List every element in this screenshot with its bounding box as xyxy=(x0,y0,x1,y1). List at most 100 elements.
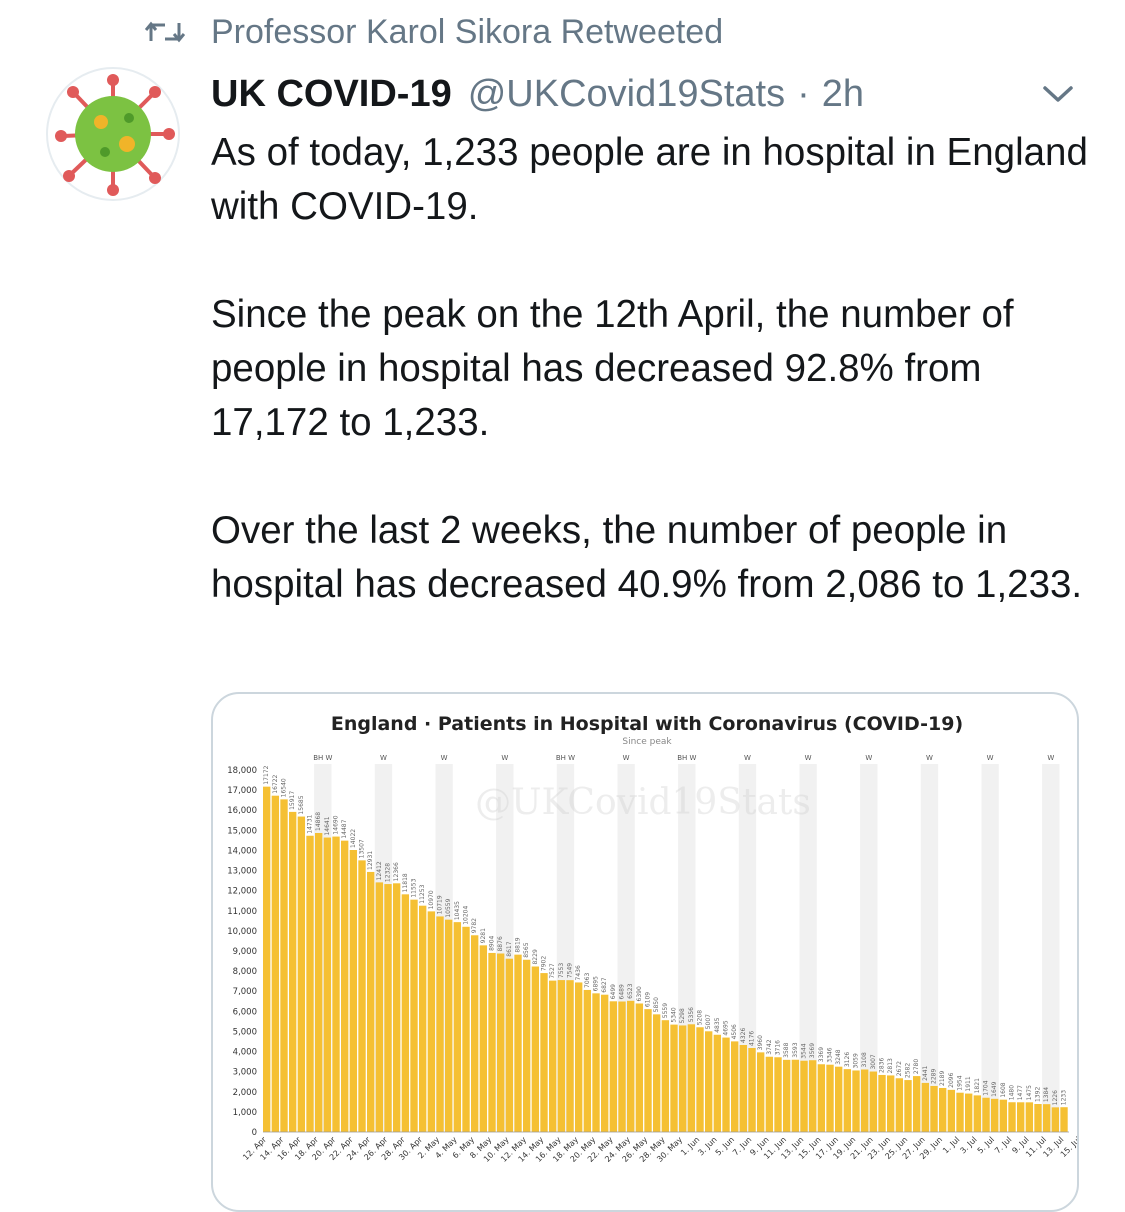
bar xyxy=(809,1060,817,1132)
y-tick-label: 4,000 xyxy=(233,1048,257,1058)
bar xyxy=(895,1078,904,1132)
bar xyxy=(393,883,401,1132)
bar-value-label: 12328 xyxy=(385,863,392,882)
user-handle[interactable]: @UKCovid19Stats xyxy=(467,72,786,115)
bar-value-label: 5559 xyxy=(662,1003,669,1018)
retweet-label: Professor Karol Sikora Retweeted xyxy=(211,12,724,51)
bar-value-label: 1480 xyxy=(1009,1085,1016,1100)
bar xyxy=(713,1034,722,1132)
bar-value-label: 4695 xyxy=(723,1020,730,1035)
bar xyxy=(1034,1104,1042,1132)
weekend-marker: W xyxy=(441,754,448,762)
display-name[interactable]: UK COVID-19 xyxy=(211,72,452,115)
bar-value-label: 4176 xyxy=(749,1031,756,1046)
y-tick-label: 9,000 xyxy=(233,947,257,957)
retweet-context[interactable]: Professor Karol Sikora Retweeted xyxy=(145,12,723,52)
weekend-marker: W xyxy=(744,754,751,762)
tweet-paragraph: Since the peak on the 12th April, the nu… xyxy=(211,293,1014,444)
bar-value-label: 3544 xyxy=(801,1043,808,1058)
y-tick-label: 1,000 xyxy=(233,1108,257,1118)
bar xyxy=(904,1080,912,1132)
tweet-media-image[interactable]: England · Patients in Hospital with Coro… xyxy=(211,692,1079,1212)
bar-value-label: 6390 xyxy=(636,986,643,1001)
bar-value-label: 15917 xyxy=(289,791,296,810)
bar-value-label: 7527 xyxy=(549,963,556,978)
bar xyxy=(670,1024,678,1132)
bar-value-label: 3248 xyxy=(835,1049,842,1064)
bar-value-label: 7436 xyxy=(575,965,582,980)
hospital-patients-chart: England · Patients in Hospital with Coro… xyxy=(227,713,1077,1164)
chart-subtitle: Since peak xyxy=(622,737,672,747)
bar-value-label: 12366 xyxy=(393,862,400,881)
bar xyxy=(765,1056,774,1132)
bar xyxy=(609,1001,618,1132)
bar-value-label: 1477 xyxy=(1017,1085,1024,1100)
bar xyxy=(280,799,288,1132)
bar xyxy=(410,899,418,1132)
bar xyxy=(349,850,358,1132)
bar-value-label: 5340 xyxy=(671,1007,678,1022)
bar-value-label: 3369 xyxy=(818,1047,825,1062)
bar xyxy=(289,811,297,1132)
x-tick-label: 7. Jul xyxy=(993,1135,1013,1155)
bar xyxy=(271,795,280,1132)
y-tick-label: 12,000 xyxy=(227,887,257,897)
weekend-marker: W xyxy=(501,754,508,762)
bar xyxy=(497,953,505,1132)
weekend-band xyxy=(920,764,939,1132)
bar xyxy=(783,1059,791,1132)
bar xyxy=(427,911,436,1132)
y-tick-label: 6,000 xyxy=(233,1007,257,1017)
bar xyxy=(306,835,314,1132)
bar-value-label: 6895 xyxy=(593,976,600,991)
bar xyxy=(540,973,548,1132)
bar-value-label: 3742 xyxy=(766,1039,773,1054)
bar-value-label: 5007 xyxy=(705,1014,712,1029)
chevron-down-icon[interactable] xyxy=(1040,78,1076,108)
bar-value-label: 14487 xyxy=(341,819,348,838)
bar xyxy=(939,1087,947,1132)
bar xyxy=(592,993,600,1132)
bar-value-label: 2780 xyxy=(913,1059,920,1074)
bar-value-label: 6523 xyxy=(627,983,634,998)
bar xyxy=(583,989,592,1132)
bar xyxy=(826,1064,834,1132)
bar xyxy=(514,954,522,1132)
y-tick-label: 3,000 xyxy=(233,1068,257,1078)
bar xyxy=(358,860,366,1132)
bar xyxy=(956,1092,964,1132)
avatar[interactable] xyxy=(45,66,181,202)
bar-value-label: 7553 xyxy=(558,963,565,978)
bar xyxy=(523,959,531,1132)
bar-value-label: 3960 xyxy=(757,1035,764,1050)
bar xyxy=(488,952,496,1132)
weekend-marker: W xyxy=(805,754,812,762)
timestamp[interactable]: 2h xyxy=(821,72,865,115)
weekend-marker: W xyxy=(865,754,872,762)
bar xyxy=(687,1024,696,1132)
bar-value-label: 3108 xyxy=(861,1052,868,1067)
tweet-text: As of today, 1,233 people are in hospita… xyxy=(211,126,1091,666)
bar-value-label: 3593 xyxy=(792,1042,799,1057)
bar-value-label: 3007 xyxy=(870,1054,877,1069)
bar xyxy=(653,1014,661,1132)
y-tick-label: 10,000 xyxy=(227,927,257,937)
bar-value-label: 1475 xyxy=(1026,1085,1033,1100)
bar xyxy=(297,816,306,1132)
bar xyxy=(973,1095,982,1132)
bar xyxy=(696,1027,704,1132)
bar-value-label: 8565 xyxy=(523,942,530,957)
chart-title: England · Patients in Hospital with Coro… xyxy=(331,713,963,735)
chart-watermark: @UKCovid19Stats xyxy=(475,782,811,823)
bar-value-label: 14690 xyxy=(333,815,340,834)
bar-value-label: 1911 xyxy=(965,1076,972,1091)
bar xyxy=(531,966,540,1132)
bar-value-label: 12931 xyxy=(367,851,374,870)
bar xyxy=(835,1066,843,1132)
bar xyxy=(436,916,444,1132)
bar-value-label: 9782 xyxy=(471,918,478,933)
bar-value-label: 5298 xyxy=(679,1008,686,1023)
bar-value-label: 7549 xyxy=(567,963,574,978)
tweet-paragraph: As of today, 1,233 people are in hospita… xyxy=(211,131,1088,228)
bar xyxy=(549,980,557,1132)
